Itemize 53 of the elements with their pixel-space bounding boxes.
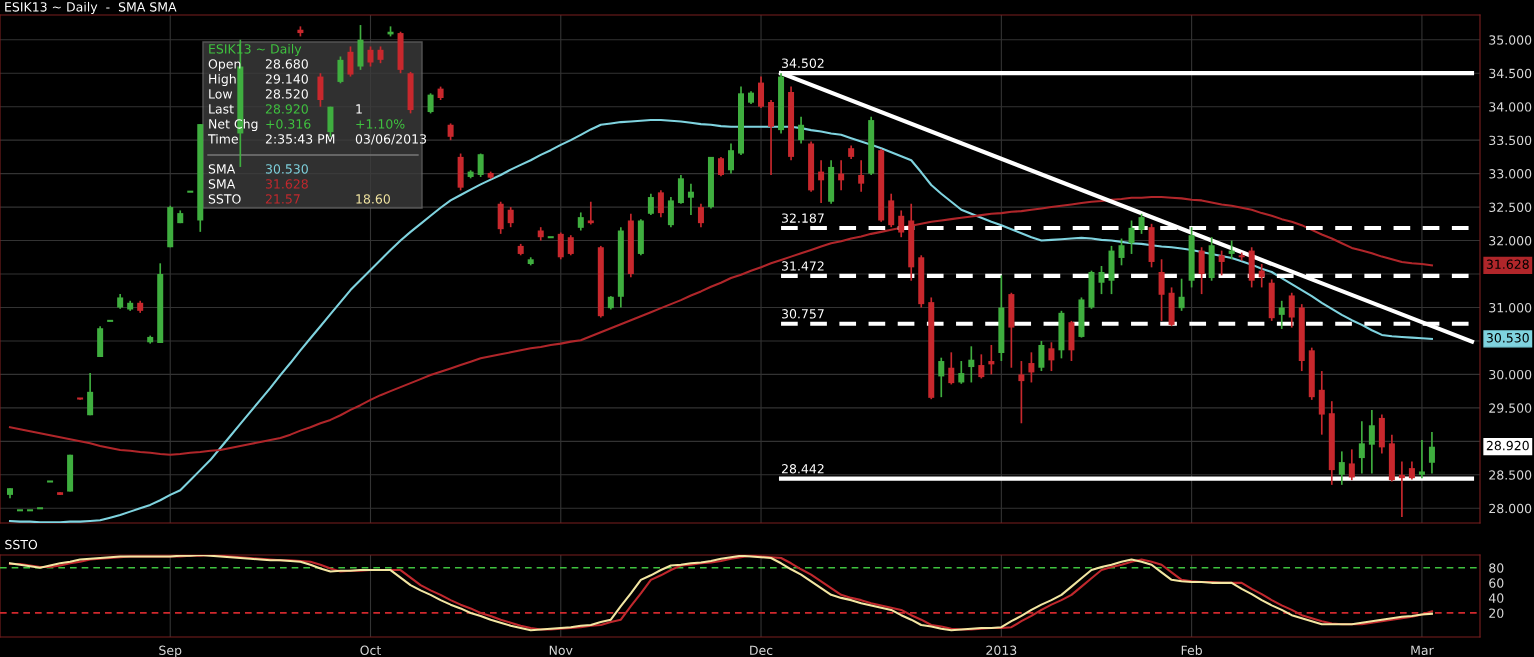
annotation: 18.60 (356, 194, 390, 204)
y-tick-label: 30.000 (1489, 369, 1532, 380)
x-tick-label: Mar (1411, 645, 1434, 656)
y-tick-label: 32.000 (1489, 236, 1532, 246)
y-tick-label: 33.500 (1489, 135, 1532, 146)
y-tick-label: 80 (1489, 563, 1504, 573)
y-tick-label: 33.000 (1489, 169, 1532, 179)
annotation: +1.10% (356, 119, 405, 129)
y-tick-label: 32.500 (1489, 202, 1532, 213)
y-tick-label: 34.500 (1489, 68, 1532, 79)
chart-title: SSTO (5, 539, 38, 550)
annotation: 03/06/2013 (355, 134, 427, 145)
y-tick-label: 35.000 (1489, 35, 1532, 45)
annotation: SMA (208, 179, 236, 189)
y-tick-label: 20 (1489, 608, 1504, 618)
annotation: 28.442 (781, 464, 824, 474)
x-tick-label: Dec (750, 645, 773, 656)
annotation: 2:35:43 PM (265, 134, 335, 144)
annotation: 28.520 (265, 89, 308, 99)
text: 28.920 (1486, 440, 1529, 451)
text: 30.530 (1486, 333, 1529, 343)
annotation: SMA (208, 164, 236, 174)
annotation: 31.472 (782, 261, 824, 271)
x-tick-label: Sep (159, 645, 182, 657)
y-tick-label: 60 (1489, 578, 1504, 588)
annotation: 28.680 (265, 59, 308, 69)
y-tick-label: 31.000 (1489, 302, 1532, 313)
y-tick-label: 28.000 (1489, 503, 1532, 514)
annotation: Low (209, 89, 233, 99)
annotation: 1 (356, 104, 362, 114)
annotation: 31.628 (265, 179, 308, 189)
annotation: High (209, 73, 236, 87)
y-tick-label: 28.500 (1489, 470, 1532, 480)
y-tick-label: 29.500 (1489, 403, 1532, 413)
x-tick-label: Nov (549, 645, 573, 656)
annotation: 30.757 (782, 309, 824, 319)
annotation: Last (209, 104, 234, 114)
annotation: 30.530 (265, 164, 308, 174)
chart-title: ESIK13 ~ Daily - SMA SMA (5, 1, 177, 15)
text: 31.628 (1486, 259, 1529, 269)
annotation: +0.316 (266, 119, 311, 129)
annotation: 32.187 (782, 213, 824, 223)
x-tick-label: Oct (360, 645, 382, 656)
annotation: 34.502 (782, 58, 824, 68)
y-tick-label: 40 (1488, 593, 1504, 603)
y-tick-label: 34.000 (1489, 102, 1532, 112)
annotation: SSTO (208, 194, 241, 204)
x-tick-label: 2013 (986, 645, 1017, 656)
x-tick-label: Feb (1181, 645, 1202, 656)
annotation: 29.140 (265, 74, 308, 84)
annotation: 28.920 (265, 104, 308, 114)
annotation: Time (207, 133, 238, 144)
annotation: 21.57 (265, 194, 300, 204)
